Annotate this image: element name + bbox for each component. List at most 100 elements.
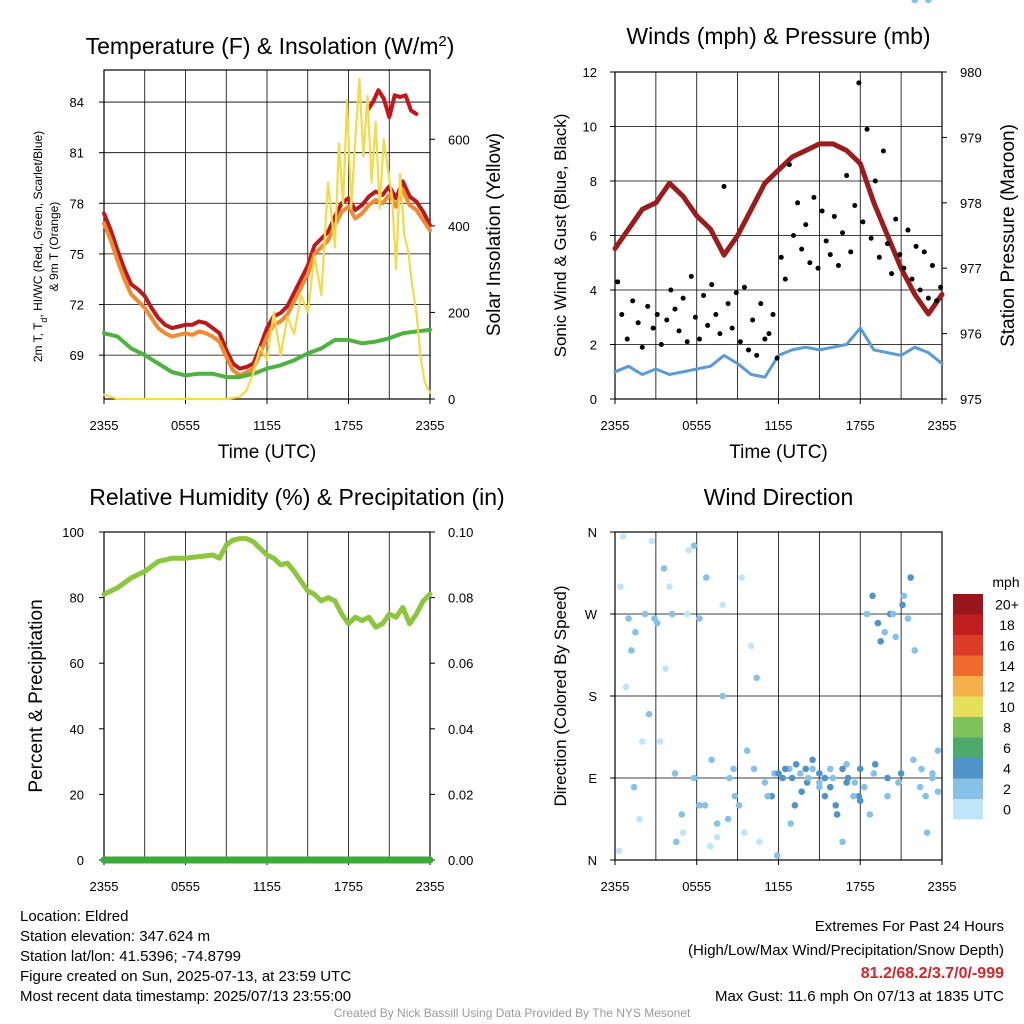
winddir-point [630,783,638,791]
winddir-point [798,788,805,795]
rh-xtick-label: 2355 [90,879,119,894]
winddir-point [773,852,781,859]
gust-point [799,246,805,252]
winddir-point [628,647,635,654]
winddir-xtick-label: 0555 [682,879,711,894]
winddir-title: Wind Direction [704,484,854,510]
winddir-point [871,761,879,768]
winddir-point [792,761,800,768]
temp-y2tick-label: 0 [448,392,455,407]
legend-label: 12 [999,678,1015,694]
winddir-point [839,838,846,846]
winddir-point [918,765,925,773]
gust-point [676,328,682,334]
gust-point [619,312,625,318]
winds-y2tick-label: 977 [960,261,982,276]
legend-label: 14 [999,658,1015,674]
winddir-point [809,765,816,773]
winddir-point [897,770,905,777]
gust-point [929,262,935,268]
temp-y2tick-label: 400 [448,219,470,234]
rh-xtick-label: 1755 [334,879,363,894]
gust-point [795,200,801,206]
winddir-point [696,615,703,622]
winds-xtick-label: 0555 [682,418,711,433]
winddir-point [738,574,746,581]
winddir-point [668,610,676,618]
gust-point [925,295,931,301]
temp-title-close: ) [447,33,455,59]
gust-point [835,262,841,268]
legend-swatch [953,737,983,758]
gust-point [868,235,874,241]
winddir-point [829,774,837,782]
legend-swatch [953,594,983,615]
winddir-point [877,638,884,645]
temp-ytick-label: 78 [70,196,84,211]
winddir-point [619,533,627,540]
winddir-ytick-label: N [588,525,597,540]
gust-point [909,276,915,282]
winddir-point [719,692,726,700]
legend-swatch [953,799,983,820]
gust-point [852,203,858,209]
gust-point [848,249,854,255]
footer-location: Location: Eldred [20,908,129,925]
winddir-point [884,774,891,782]
gust-point [709,282,715,288]
rh-xtick-label: 1155 [253,879,281,894]
winddir-point [756,838,763,846]
winddir-point [764,792,771,800]
temp-title-main: Temperature (F) & Insolation (W/m [86,33,439,59]
winddir-point [826,783,834,791]
rh-ytick-label: 40 [70,722,84,737]
gust-point [615,279,621,285]
winddir-point [666,583,673,590]
gust-point [790,233,796,238]
gust-point [840,230,846,236]
winddir-point [863,610,871,618]
winddir-point [850,792,857,800]
winddir-ytick-label: S [588,689,597,704]
winddir-point [802,765,810,773]
winddir-point [696,802,703,809]
winddir-point [929,774,936,782]
winddir-point [787,820,795,827]
winddir-point [713,820,721,827]
winddir-point [673,838,680,846]
winds-ytick-label: 2 [590,338,597,353]
gust-point [680,295,686,301]
temp-ylabel-part: 2m T, T [31,322,45,362]
footer-recent: Most recent data timestamp: 2025/07/13 2… [20,988,352,1005]
gust-point [917,287,923,293]
winds-xtick-label: 1755 [846,418,875,433]
gust-point [823,238,829,244]
winddir-point [816,783,823,791]
temp-series-line [102,187,432,378]
temp-ytick-label: 84 [70,95,84,110]
temp-ytick-label: 81 [70,146,84,161]
extremes-fields: (High/Low/Max Wind/Precipitation/Snow De… [688,942,1004,959]
winddir-point [735,802,743,809]
temp-ylabel-sub: d [39,318,49,323]
gust-point [721,183,727,189]
gust-point [701,292,707,298]
footer-elevation: Station elevation: 347.624 m [20,928,211,945]
winddir-point [881,628,889,636]
rh-ytick-label: 80 [70,591,84,606]
legend-label: 0 [1003,801,1011,817]
gust-point [934,298,940,304]
temperature-panel: 2355 0555 1155 1755 2355 69 72 75 78 81 84 0 200 400 6… [31,33,505,464]
winds-pressure-panel: 2355 0555 1155 1755 2355 0 2 4 6 8 10 12 975 976 977 97… [551,23,1019,463]
extremes-title: Extremes For Past 24 Hours [814,918,1004,935]
winddir-point [833,811,841,818]
winddir-point [747,642,755,650]
winddir-xtick-label: 1755 [846,879,875,894]
gust-point [746,347,752,353]
gust-point [815,265,821,271]
temp-xtick-label: 2355 [416,418,445,433]
winddir-point [874,619,882,627]
winds-xtick-label: 2355 [601,418,630,433]
winddir-ytick-label: E [588,771,597,786]
temp-xtick-label: 0555 [171,418,200,433]
